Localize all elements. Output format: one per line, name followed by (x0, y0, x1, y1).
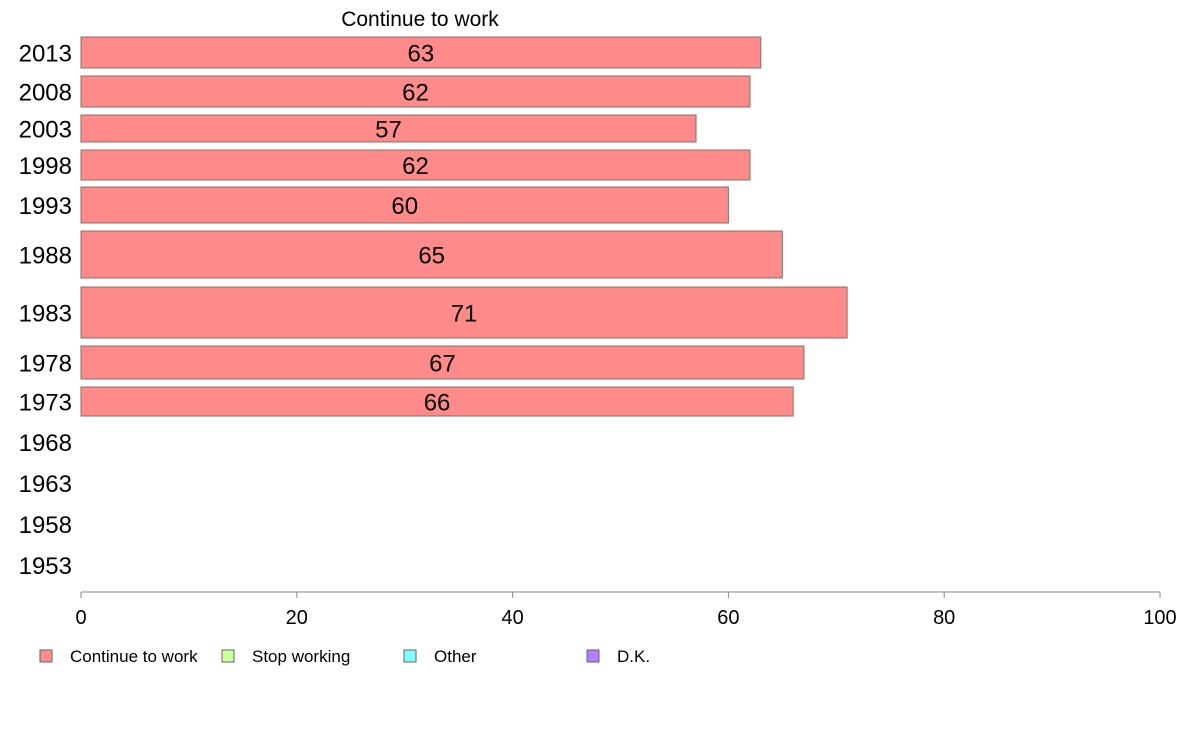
data-label: 67 (429, 351, 456, 378)
y-tick-label: 1998 (19, 153, 72, 180)
x-tick-label: 100 (1143, 607, 1176, 629)
legend-label: D.K. (617, 647, 650, 666)
y-tick-label: 1958 (19, 512, 72, 539)
y-tick-label: 1993 (19, 193, 72, 220)
y-tick-label: 1978 (19, 351, 72, 378)
bar (80, 345, 805, 380)
y-tick-label: 2008 (19, 80, 72, 107)
data-label: 66 (424, 390, 451, 417)
y-tick-label: 1953 (19, 553, 72, 580)
bar (80, 149, 751, 181)
data-label: 57 (375, 117, 402, 144)
y-tick-label: 1968 (19, 430, 72, 457)
legend-label: Stop working (252, 647, 350, 666)
chart-title: Continue to work (341, 8, 499, 31)
y-tick-label: 1973 (19, 390, 72, 417)
bar (80, 36, 762, 69)
data-label: 62 (402, 153, 429, 180)
y-tick-label: 1963 (19, 471, 72, 498)
data-label: 71 (451, 301, 478, 328)
y-tick-label: 1983 (19, 301, 72, 328)
data-label: 65 (418, 243, 445, 270)
bar (80, 286, 848, 339)
x-tick-label: 40 (501, 607, 523, 629)
x-tick-label: 80 (933, 607, 955, 629)
x-tick-label: 60 (717, 607, 739, 629)
legend-swatch (403, 649, 417, 663)
x-tick-label: 20 (286, 607, 308, 629)
x-tick-label: 0 (75, 607, 86, 629)
y-tick-label: 2013 (19, 41, 72, 68)
y-tick-label: 2003 (19, 117, 72, 144)
data-label: 60 (391, 193, 418, 220)
bar (80, 386, 794, 417)
bar (80, 230, 783, 279)
bar (80, 75, 751, 108)
bar (80, 186, 729, 224)
legend-label: Continue to work (70, 647, 198, 666)
legend-swatch (221, 649, 235, 663)
data-label: 62 (402, 80, 429, 107)
legend-swatch (39, 649, 53, 663)
legend-swatch (586, 649, 600, 663)
data-label: 63 (408, 41, 435, 68)
y-tick-label: 1988 (19, 243, 72, 270)
bar (80, 114, 697, 143)
legend-label: Other (434, 647, 477, 666)
